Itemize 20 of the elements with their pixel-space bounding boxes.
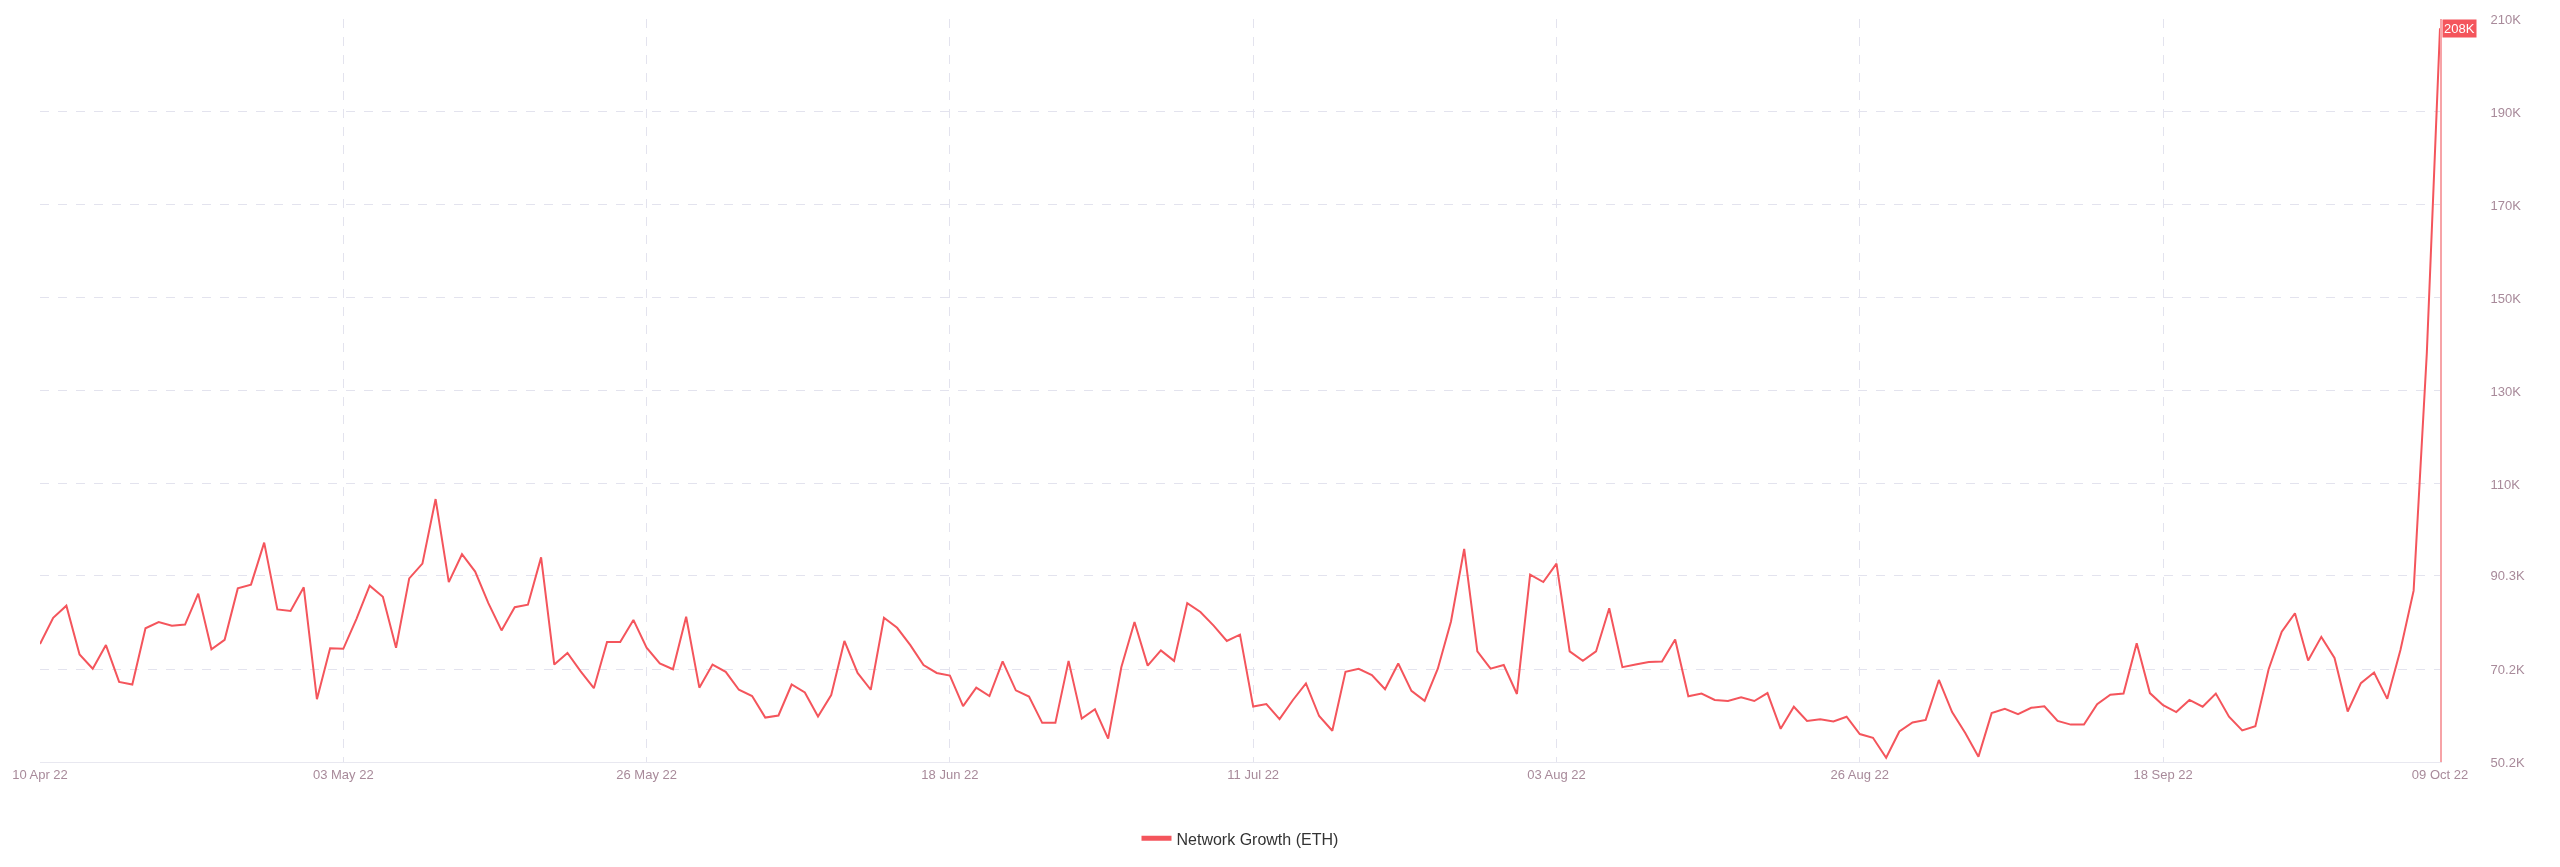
y-tick-label: 170K: [2490, 197, 2522, 213]
x-tick-label: 11 Jul 22: [1227, 766, 1280, 782]
y-tick-label: 50.2K: [2490, 754, 2525, 770]
annotation: 208K: [2444, 21, 2475, 36]
y-tick-label: 130K: [2490, 383, 2522, 399]
x-tick-label: 18 Jun 22: [921, 766, 979, 782]
x-tick-label: 10 Apr 22: [12, 766, 68, 782]
y-tick-label: 150K: [2490, 290, 2522, 306]
y-tick-label: 70.2K: [2490, 661, 2525, 677]
x-tick-label: 18 Sep 22: [2133, 766, 2193, 782]
x-tick-label: 26 May 22: [616, 766, 677, 782]
x-tick-label: 03 May 22: [312, 766, 374, 782]
legend-label: Network Growth (ETH): [1176, 830, 1339, 848]
y-tick-label: 90.3K: [2490, 568, 2525, 584]
y-tick-label: 210K: [2490, 11, 2522, 27]
x-tick-label: 03 Aug 22: [1527, 766, 1586, 782]
y-tick-label: 110K: [2490, 476, 2521, 492]
x-tick-label: 09 Oct 22: [2411, 766, 2469, 782]
x-tick-label: 26 Aug 22: [1830, 766, 1890, 782]
y-tick-label: 190K: [2490, 104, 2522, 120]
